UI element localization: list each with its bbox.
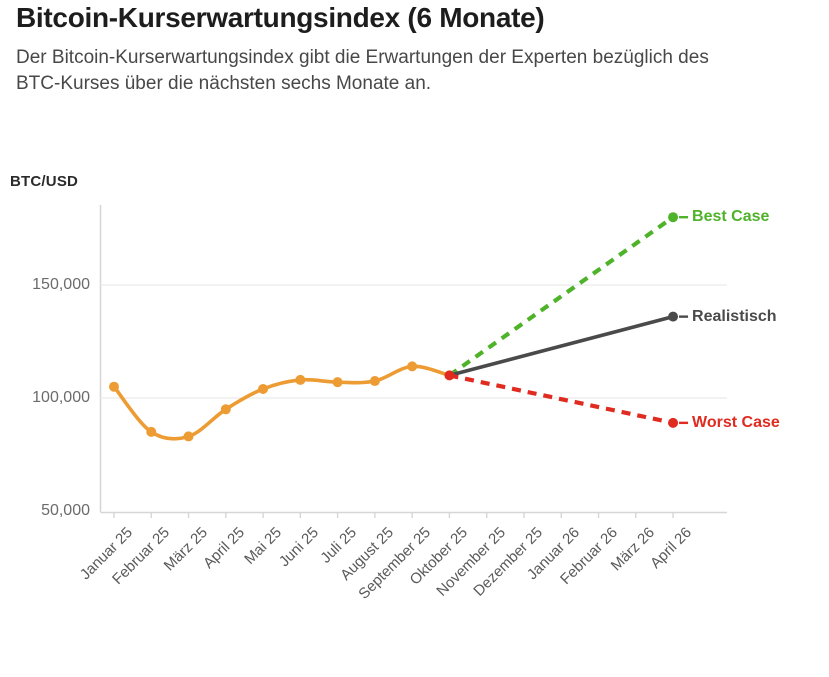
data-point — [183, 431, 194, 442]
y-axis-title: BTC/USD — [10, 173, 79, 190]
legend-label-realistisch[interactable]: Realistisch — [692, 307, 777, 325]
series-line-worst-case — [448, 373, 674, 425]
data-point — [444, 370, 455, 381]
page-title: Bitcoin-Kurserwartungsindex (6 Monate) — [16, 2, 545, 33]
y-axis-tick-label: 150,000 — [32, 276, 90, 293]
series-line-realistisch — [447, 314, 675, 378]
chart-page: Bitcoin-Kurserwartungsindex (6 Monate) D… — [10, 2, 780, 603]
y-axis-tick-label: 50,000 — [41, 502, 90, 519]
data-point-endpoint — [668, 212, 679, 223]
chart-canvas — [99, 205, 728, 518]
data-point — [109, 381, 119, 392]
data-point — [258, 383, 269, 394]
page-subtitle: Der Bitcoin-Kurserwartungsindex gibt die… — [16, 47, 709, 94]
data-point-endpoint — [668, 417, 679, 428]
data-point — [220, 404, 231, 415]
line-chart: 50,000 100,000 150,000 Januar 25 Februar 25 M… — [32, 205, 780, 603]
data-point — [332, 377, 343, 388]
data-point — [146, 426, 157, 437]
data-point — [295, 374, 306, 385]
series-line-historisch — [112, 364, 452, 441]
legend-label-best-case[interactable]: Best Case — [692, 208, 770, 226]
y-axis-tick-label: 100,000 — [32, 389, 90, 406]
series-line-best-case — [448, 215, 675, 378]
legend-label-worst-case[interactable]: Worst Case — [692, 413, 780, 431]
data-point-endpoint — [668, 311, 679, 322]
data-point — [369, 376, 380, 387]
data-point — [407, 361, 418, 372]
